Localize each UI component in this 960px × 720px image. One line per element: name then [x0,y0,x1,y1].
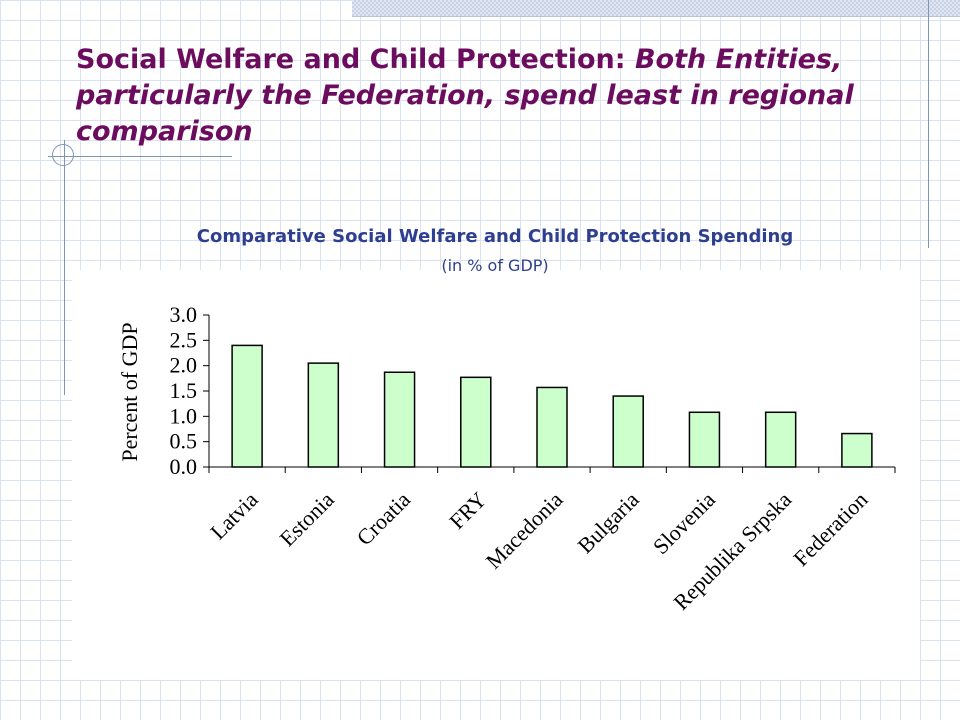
y-tick-label: 0.5 [170,429,198,454]
chart-panel [72,270,920,680]
slide-title-italic: Both Entities, particularly the Federati… [76,44,854,147]
y-tick-label: 2.0 [170,353,198,378]
left-decorative-line [64,140,65,395]
y-tick-label: 1.0 [170,403,198,428]
x-category-label: Federation [788,487,872,571]
chart-subheading: (in % of GDP) [441,256,549,275]
right-decorative-line [928,0,929,248]
y-axis-label: Percent of GDP [117,322,142,461]
x-category-label: Latvia [205,487,263,545]
bar-estonia [307,362,340,468]
y-tick-label: 1.5 [170,378,198,403]
y-tick-label: 0.0 [170,454,198,479]
top-decorative-bar [352,0,960,17]
x-category-label: Estonia [275,487,340,552]
bar-bulgaria [612,395,644,468]
x-category-label: Slovenia [648,487,720,559]
x-category-label: FRY [444,487,491,534]
bar-republika-srpska [764,411,797,468]
bar-slovenia [688,411,721,468]
bar-fry [460,376,492,468]
bar-croatia [383,371,416,468]
decorative-ring-icon [52,144,74,166]
chart-heading: Comparative Social Welfare and Child Pro… [196,226,794,247]
bar-latvia [231,344,263,468]
bar-macedonia [536,386,568,468]
slide-title-plain: Social Welfare and Child Protection: [76,44,635,75]
y-tick-label: 2.5 [170,327,198,352]
x-category-label: Macedonia [481,487,568,574]
y-tick-label: 3.0 [170,302,198,327]
x-category-label: Bulgaria [573,487,644,558]
slide-title: Social Welfare and Child Protection: Bot… [76,42,876,150]
title-underline [48,156,232,157]
bar-federation [841,432,873,468]
x-category-label: Croatia [352,487,416,551]
